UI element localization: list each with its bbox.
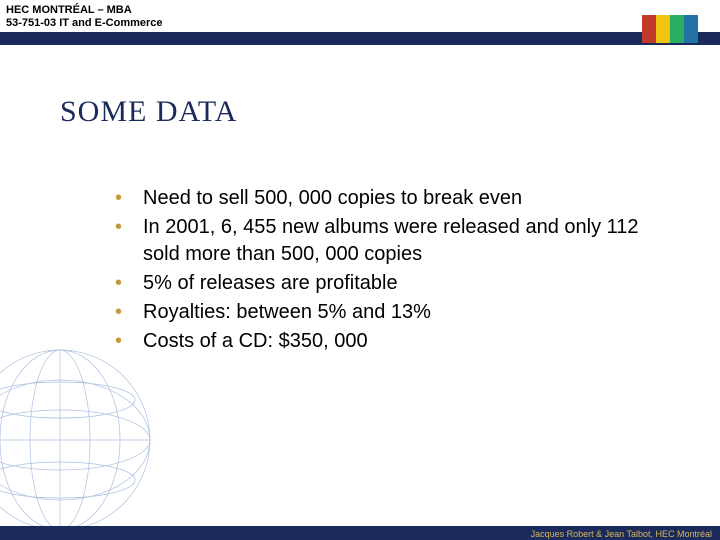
logo-stripe-blue (684, 15, 698, 43)
footer-text: Jacques Robert & Jean Talbot, HEC Montré… (531, 529, 712, 539)
bullet-item: Need to sell 500, 000 copies to break ev… (115, 185, 675, 212)
bullet-item: In 2001, 6, 455 new albums were released… (115, 214, 675, 268)
logo-stripe-red (642, 15, 656, 43)
header: HEC MONTRÉAL – MBA 53-751-03 IT and E-Co… (0, 0, 720, 46)
footer-bar: Jacques Robert & Jean Talbot, HEC Montré… (0, 526, 720, 540)
header-labels: HEC MONTRÉAL – MBA 53-751-03 IT and E-Co… (6, 4, 163, 30)
header-line1: HEC MONTRÉAL – MBA (6, 4, 163, 17)
logo-stripe-yellow (656, 15, 670, 43)
bullet-item: Costs of a CD: $350, 000 (115, 328, 675, 355)
header-bar (0, 32, 720, 45)
bullet-item: 5% of releases are profitable (115, 270, 675, 297)
bullet-item: Royalties: between 5% and 13% (115, 299, 675, 326)
logo-stripe-green (670, 15, 684, 43)
globe-decoration (0, 340, 140, 520)
bullet-list: Need to sell 500, 000 copies to break ev… (115, 185, 675, 357)
slide-title: SOME DATA (60, 95, 237, 129)
header-line2: 53-751-03 IT and E-Commerce (6, 17, 163, 30)
logo (642, 15, 698, 43)
